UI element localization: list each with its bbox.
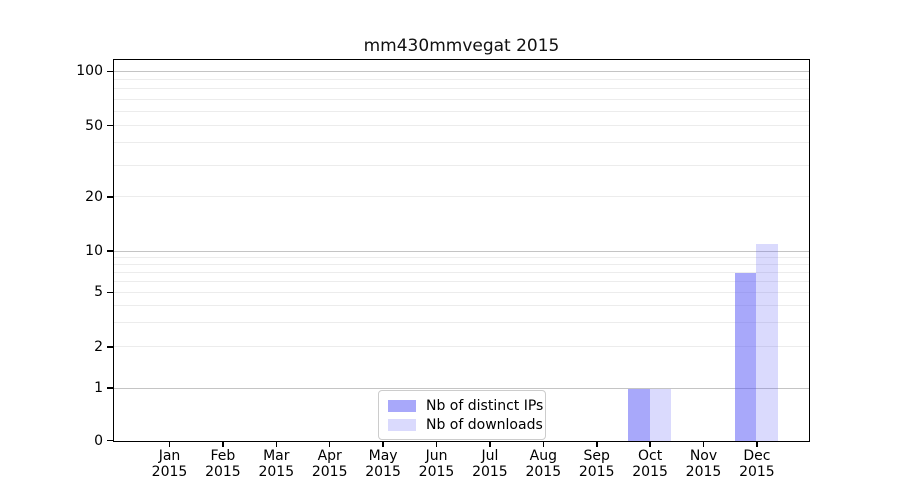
x-tick (649, 442, 651, 447)
bar-downloads (756, 244, 778, 441)
y-tick-label: 10 (85, 243, 103, 259)
gridline-minor (114, 79, 809, 81)
x-tick-label: Jul 2015 (472, 448, 508, 480)
gridline-minor (114, 305, 809, 306)
legend-item-distinct-ips: Nb of distinct IPs (388, 396, 543, 415)
legend-item-downloads: Nb of downloads (388, 415, 543, 434)
plot-area (113, 59, 810, 442)
y-tick-label: 2 (94, 338, 103, 355)
chart-title: mm430mmvegat 2015 (363, 36, 560, 56)
gridline-minor (114, 291, 809, 293)
gridline-minor (114, 196, 809, 198)
y-tick-label: 0 (94, 432, 103, 449)
x-tick-label: Nov 2015 (685, 448, 722, 480)
y-tick (107, 291, 113, 293)
x-tick-label: May 2015 (365, 448, 401, 480)
x-tick (382, 442, 384, 447)
gridline-minor (114, 280, 809, 282)
y-tick-label: 50 (85, 117, 103, 134)
y-tick (107, 346, 113, 348)
y-tick (107, 124, 113, 127)
bar-downloads (649, 388, 671, 441)
x-tick (596, 442, 598, 447)
y-tick-label: 20 (85, 188, 103, 205)
x-tick-label: Oct 2015 (632, 448, 668, 480)
gridline-major (114, 250, 809, 252)
legend: Nb of distinct IPs Nb of downloads (378, 390, 546, 440)
gridline-minor (114, 256, 809, 258)
x-tick-label: Sep 2015 (578, 448, 615, 480)
x-tick-label: Mar 2015 (258, 448, 295, 480)
x-tick-label: Feb 2015 (205, 448, 241, 480)
x-tick (328, 442, 331, 447)
legend-label-downloads: Nb of downloads (426, 416, 543, 433)
x-tick-label: Jan 2015 (151, 448, 188, 480)
legend-swatch-distinct-ips (388, 399, 416, 412)
gridline-minor (114, 125, 809, 126)
bar-distinct-ips (735, 272, 757, 441)
gridline-minor (114, 110, 809, 112)
bar-distinct-ips (628, 388, 650, 441)
y-tick (107, 196, 113, 198)
x-tick-label: Dec 2015 (739, 448, 775, 480)
y-tick (107, 439, 113, 442)
legend-label-distinct-ips: Nb of distinct IPs (426, 397, 544, 414)
gridline-minor (114, 142, 809, 144)
gridline-major (114, 70, 809, 72)
legend-swatch-downloads (388, 418, 416, 431)
y-tick-label: 5 (94, 284, 103, 301)
y-tick (107, 250, 113, 252)
gridline-minor (114, 322, 809, 324)
gridline-minor (114, 98, 809, 100)
gridline-minor (114, 164, 809, 166)
y-tick (107, 70, 113, 73)
gridline-major (114, 387, 809, 389)
x-tick (542, 442, 544, 447)
x-tick (435, 442, 438, 447)
gridline-minor (114, 271, 809, 273)
x-tick-label: Aug 2015 (525, 448, 562, 480)
y-tick-label: 1 (94, 380, 103, 397)
x-tick (489, 442, 491, 447)
gridline-minor (114, 263, 809, 265)
x-tick (702, 442, 705, 447)
x-tick-label: Apr 2015 (311, 448, 348, 480)
gridline-minor (114, 88, 809, 90)
x-tick (222, 442, 224, 447)
x-tick (168, 442, 171, 447)
x-tick-label: Jun 2015 (418, 448, 455, 480)
x-tick (275, 442, 278, 447)
x-tick (756, 442, 758, 447)
y-tick-label: 100 (76, 63, 103, 80)
y-tick (107, 387, 113, 389)
gridline-minor (114, 346, 809, 348)
